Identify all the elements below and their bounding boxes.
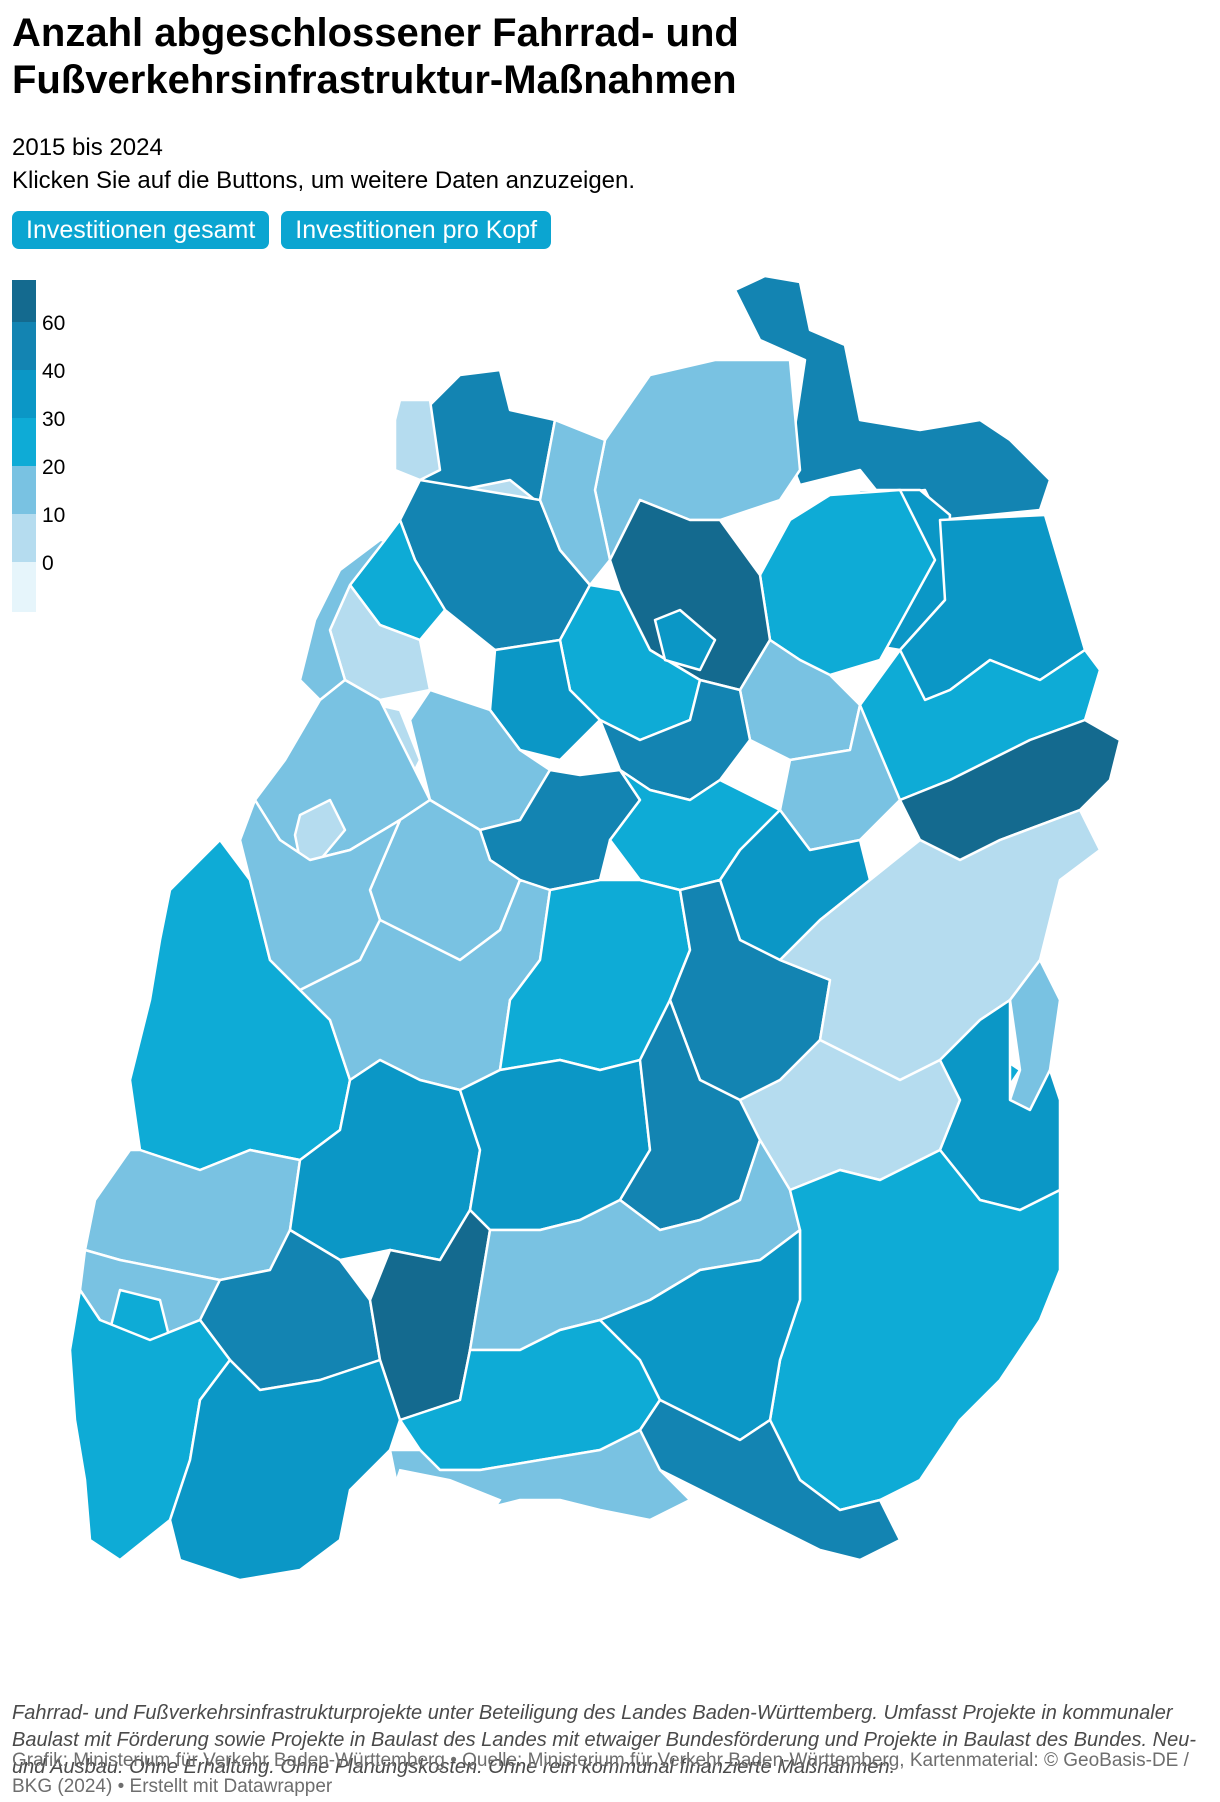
legend-tick-label: 30 [42, 408, 66, 431]
district-region[interactable] [653, 608, 717, 672]
chart-subtitle-years: 2015 bis 2024 [12, 134, 163, 161]
chart-title: Anzahl abgeschlossener Fahrrad- und Fußv… [12, 11, 739, 102]
chart-subtitle-instruction: Klicken Sie auf die Buttons, um weitere … [12, 167, 636, 194]
legend-tick-label: 10 [42, 504, 66, 527]
baden-wuerttemberg-district-map [68, 274, 1122, 1582]
legend-swatch-30-40 [12, 370, 36, 418]
legend-swatch-below-0 [12, 562, 36, 612]
legend-swatch-above-60 [12, 280, 36, 322]
district-region[interactable] [638, 1398, 902, 1562]
legend-tick-label: 20 [42, 456, 66, 479]
legend-swatch-0-10 [12, 514, 36, 562]
legend-swatch-40-60 [12, 322, 36, 370]
chart-notes: Fahrrad- und Fußverkehrsinfrastrukturpro… [12, 1702, 1197, 1778]
district-region[interactable] [538, 418, 612, 587]
investitionen-gesamt-button[interactable]: Investitionen gesamt [12, 211, 270, 249]
button-row: Investitionen gesamt Investitionen pro K… [12, 211, 552, 249]
investitionen-pro-kopf-button[interactable]: Investitionen pro Kopf [281, 211, 552, 249]
legend-swatch-10-20 [12, 466, 36, 514]
legend-tick-label: 0 [42, 552, 54, 575]
legend-tick-label: 40 [42, 360, 66, 383]
lake-bodensee [388, 1468, 502, 1532]
legend-swatch-20-30 [12, 418, 36, 466]
chart-credit: Grafik: Ministerium für Verkehr Baden-Wü… [12, 1750, 1189, 1797]
district-region[interactable] [168, 1358, 402, 1582]
legend-tick-label: 60 [42, 312, 66, 335]
